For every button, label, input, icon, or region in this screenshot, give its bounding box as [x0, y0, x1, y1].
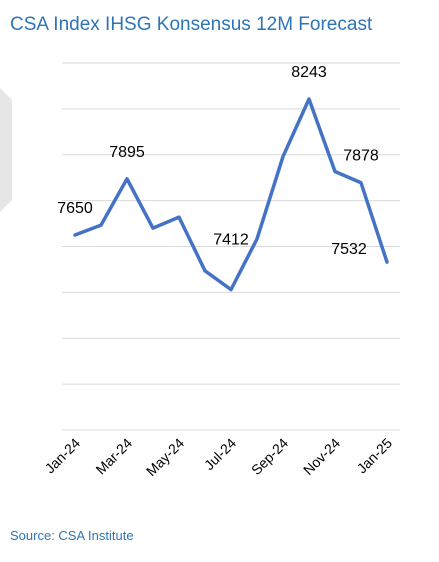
chart-title: CSA Index IHSG Konsensus 12M Forecast — [10, 14, 373, 35]
data-label: 7895 — [109, 144, 145, 161]
data-label: 7532 — [331, 241, 367, 258]
data-label: 8243 — [291, 64, 327, 81]
data-label: 7650 — [57, 200, 93, 217]
data-label: 7412 — [213, 232, 249, 249]
data-label: 7878 — [343, 148, 379, 165]
decoration — [0, 88, 12, 212]
line — [73, 97, 389, 292]
source: Source: CSA Institute — [10, 528, 134, 543]
